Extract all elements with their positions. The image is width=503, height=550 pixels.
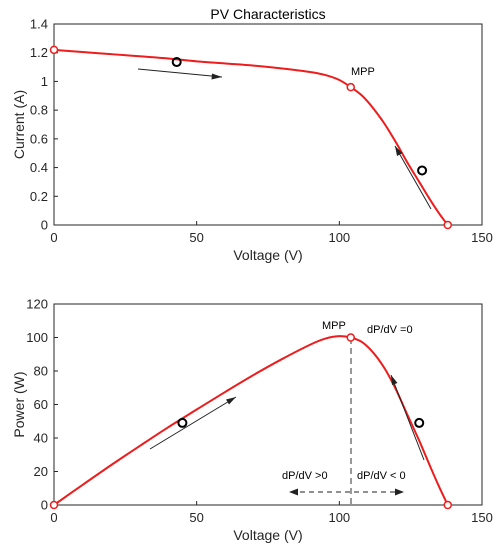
chart-power-markers <box>49 333 453 510</box>
chart-iv-ytick-label: 1.2 <box>30 45 48 60</box>
chart-iv-mpp-label: MPP <box>351 66 375 78</box>
chart-iv-xtick-label: 100 <box>328 230 350 245</box>
chart-power-dpdv-zero-label: dP/dV =0 <box>367 324 413 336</box>
chart-power-ytick-label: 100 <box>26 330 48 345</box>
chart-power-red-marker <box>443 500 453 510</box>
chart-power-xtick-label: 100 <box>328 510 350 525</box>
chart-iv-red-marker <box>49 45 59 55</box>
chart-iv-ytick-label: 0.6 <box>30 131 48 146</box>
chart-power-ytick-label: 0 <box>41 498 48 513</box>
chart-power-ytick-label: 60 <box>34 397 48 412</box>
chart-iv-ytick-label: 0.8 <box>30 103 48 118</box>
chart-power-ylabel: Power (W) <box>11 371 27 437</box>
chart-iv-ticks: 0 50 100 150 0 0.2 0.4 0.6 0.8 1 1.2 1.4 <box>30 17 493 246</box>
chart-iv-xtick-label: 50 <box>189 230 203 245</box>
chart-iv-ytick-label: 1.4 <box>30 17 48 32</box>
chart-power-ytick-label: 120 <box>26 297 48 312</box>
chart-power-ytick-label: 80 <box>34 364 48 379</box>
arrow-dpdv-left-head <box>289 488 298 496</box>
chart-power-ticks: 0 50 100 150 0 20 40 60 80 100 120 <box>26 297 493 526</box>
chart-power-curve <box>53 335 449 506</box>
chart-iv-arrows <box>137 68 432 210</box>
chart-power-axes-box <box>53 303 483 506</box>
arrow-power-right-head <box>391 375 398 385</box>
chart-power-operating-point-marker <box>177 417 188 428</box>
arrow-iv-left-head <box>211 73 222 80</box>
chart-power-arrows <box>149 374 425 496</box>
chart-power-xtick-label: 150 <box>471 510 493 525</box>
chart-iv-markers <box>49 45 453 230</box>
chart-iv-ytick-label: 0 <box>41 218 48 233</box>
chart-power-mpp-label: MPP <box>322 320 346 332</box>
chart-iv-ylabel: Current (A) <box>11 90 27 159</box>
arrow-power-left <box>149 396 237 450</box>
chart-power-ytick-label: 20 <box>34 464 48 479</box>
chart-power: 0 50 100 150 0 20 40 60 80 100 120 Voltage (V) Pow… <box>11 297 493 544</box>
chart-power-red-marker <box>49 500 59 510</box>
chart-power-ytick-label: 40 <box>34 431 48 446</box>
arrow-iv-left <box>137 68 223 78</box>
chart-iv: PV Characteristics 0 50 100 150 0 0.2 0.4 0.6 0.… <box>11 6 493 263</box>
chart-iv-xtick-label: 150 <box>471 230 493 245</box>
chart-iv-xlabel: Voltage (V) <box>233 247 302 263</box>
chart-power-xtick-label: 50 <box>189 510 203 525</box>
chart-iv-xtick-label: 0 <box>50 230 57 245</box>
chart-power-dpdv-neg-label: dP/dV < 0 <box>357 470 406 482</box>
arrow-power-left-head <box>226 397 236 405</box>
chart-power-operating-point-marker <box>414 417 425 428</box>
chart-iv-operating-point-marker <box>417 165 428 176</box>
chart-iv-title: PV Characteristics <box>210 6 325 22</box>
chart-iv-ytick-label: 1 <box>41 74 48 89</box>
chart-iv-red-marker <box>443 220 453 230</box>
arrow-dpdv-right-head <box>395 488 404 496</box>
chart-iv-axes-box <box>53 23 483 226</box>
chart-iv-operating-point-marker <box>171 57 182 68</box>
chart-power-xlabel: Voltage (V) <box>233 527 302 543</box>
chart-iv-curve <box>53 48 449 226</box>
chart-power-dpdv-pos-label: dP/dV >0 <box>282 470 328 482</box>
chart-iv-ytick-label: 0.2 <box>30 189 48 204</box>
arrow-iv-right-head <box>395 146 403 156</box>
chart-iv-red-marker <box>346 82 355 92</box>
arrow-power-right <box>390 374 425 461</box>
chart-power-xtick-label: 0 <box>50 510 57 525</box>
chart-iv-ytick-label: 0.4 <box>30 160 48 175</box>
chart-power-red-marker <box>346 333 355 342</box>
arrow-iv-right <box>394 145 432 210</box>
